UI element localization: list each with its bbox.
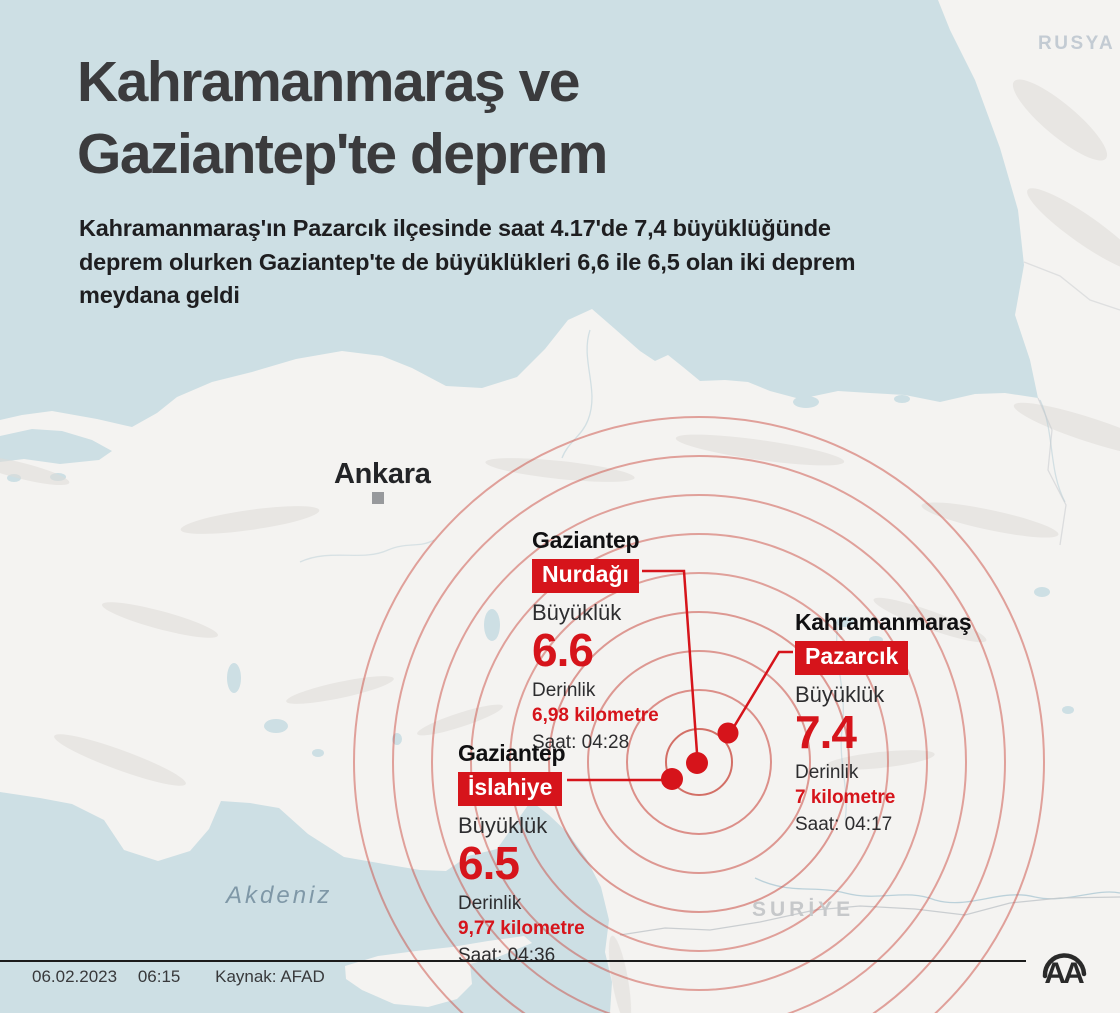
depth-value: 7 kilometre — [795, 786, 896, 808]
terrain-shading — [0, 79, 1120, 1013]
title-line-1: Kahramanmaraş ve — [77, 50, 580, 114]
footer-time: 06:15 — [137, 967, 181, 986]
aa-logo-arc — [1042, 953, 1087, 979]
epicenter-dot-nurdagi — [686, 752, 708, 774]
quake-district-badge: Pazarcık — [795, 641, 909, 675]
subtitle-line-2: deprem olurken Gaziantep'te de büyüklükl… — [79, 248, 856, 275]
footer-source: Kaynak: AFAD — [215, 967, 325, 986]
aa-agency-logo: AA — [1042, 953, 1087, 990]
label-suriye: SURİYE — [752, 898, 855, 921]
magnitude-label: Büyüklük — [795, 682, 885, 707]
quake-callout-nurdagi: Gaziantep Nurdağı Büyüklük 6.6 Derinlik … — [532, 527, 659, 754]
ankara-marker — [372, 492, 384, 504]
epicenter-dot-islahiye — [661, 768, 683, 790]
callout-line-pazarcik — [727, 650, 793, 736]
label-akdeniz: Akdeniz — [226, 882, 333, 909]
footer-credits: 06.02.2023 06:15 Kaynak: AFAD — [32, 967, 325, 987]
footer-date: 06.02.2023 — [32, 967, 118, 986]
depth-label: Derinlik — [795, 761, 859, 783]
quake-city: Gaziantep — [458, 740, 566, 766]
footer-divider — [0, 960, 1026, 962]
depth-label: Derinlik — [532, 679, 596, 701]
title-line-2: Gaziantep'te deprem — [77, 122, 608, 187]
quake-callout-pazarcik: Kahramanmaraş Pazarcık Büyüklük 7.4 Deri… — [795, 609, 972, 836]
aa-logo-letters: AA — [1044, 957, 1084, 990]
seismic-rings — [353, 416, 1045, 1013]
depth-label: Derinlik — [458, 892, 522, 914]
label-rusya: RUSYA — [1038, 33, 1116, 54]
quake-callout-islahiye: Gaziantep İslahiye Büyüklük 6.5 Derinlik… — [458, 740, 585, 967]
quake-district-badge: Nurdağı — [532, 559, 639, 593]
quake-district-badge: İslahiye — [458, 772, 563, 806]
epicenter-dots — [661, 722, 739, 790]
magnitude-label: Büyüklük — [532, 600, 622, 625]
subtitle: Kahramanmaraş'ın Pazarcık ilçesinde saat… — [79, 212, 855, 313]
time-value: Saat: 04:36 — [458, 944, 556, 966]
magnitude-value: 7.4 — [795, 706, 857, 758]
label-ankara: Ankara — [334, 458, 431, 490]
time-value: Saat: 04:28 — [532, 731, 630, 753]
magnitude-value: 6.5 — [458, 837, 520, 889]
magnitude-label: Büyüklük — [458, 813, 548, 838]
depth-value: 9,77 kilometre — [458, 917, 585, 939]
depth-value: 6,98 kilometre — [532, 704, 659, 726]
marmara-sea — [0, 429, 112, 464]
cyprus-island — [345, 936, 532, 1007]
callout-lines — [567, 569, 793, 782]
page-title: Kahramanmaraş ve Gaziantep'te deprem — [77, 46, 608, 191]
subtitle-line-3: meydana geldi — [79, 282, 240, 309]
black-sea — [0, 0, 1038, 427]
quake-city: Kahramanmaraş — [795, 609, 972, 635]
epicenter-dot-pazarcik — [717, 722, 739, 744]
quake-city: Gaziantep — [532, 527, 640, 553]
time-value: Saat: 04:17 — [795, 813, 893, 835]
magnitude-value: 6.6 — [532, 624, 594, 676]
country-borders — [619, 261, 1120, 936]
callout-line-nurdagi — [642, 569, 699, 754]
subtitle-line-1: Kahramanmaraş'ın Pazarcık ilçesinde saat… — [79, 215, 831, 241]
rivers — [299, 329, 1120, 904]
